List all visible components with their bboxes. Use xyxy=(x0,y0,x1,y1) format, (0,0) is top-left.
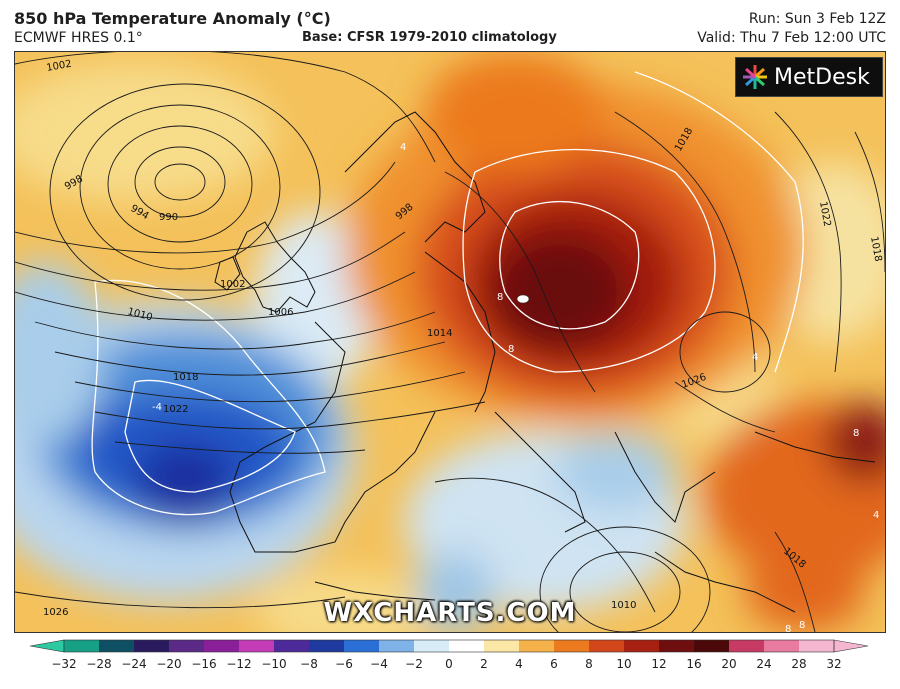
anomaly-labels: 4 -4 8 8 4 8 4 8 8 xyxy=(152,142,879,633)
colorbar-segment xyxy=(99,640,135,652)
colorbar-tick-label: −4 xyxy=(370,657,388,671)
coastlines xyxy=(214,111,876,613)
colorbar-segment xyxy=(729,640,765,652)
anomaly-label: 4 xyxy=(400,142,406,153)
anomaly-label: 8 xyxy=(497,292,503,303)
isobar-label: 990 xyxy=(159,212,178,223)
metdesk-logo-text: MetDesk xyxy=(774,64,870,90)
colorbar-segment xyxy=(134,640,170,652)
colorbar-segment xyxy=(239,640,275,652)
colorbar-tick-label: 10 xyxy=(616,657,632,671)
wxcharts-watermark: WXCHARTS.COM xyxy=(323,598,577,628)
anomaly-label: 8 xyxy=(785,624,791,633)
colorbar-tick-label: −2 xyxy=(405,657,423,671)
colorbar-segment xyxy=(659,640,695,652)
colorbar-tick-label: −28 xyxy=(86,657,112,671)
colorbar-segment xyxy=(309,640,345,652)
isobar-label: 1018 xyxy=(173,372,198,383)
anomaly-label: 4 xyxy=(873,510,879,521)
colorbar-segment xyxy=(554,640,590,652)
colorbar-segment xyxy=(799,640,835,652)
anomaly-map: 1002 998 994 990 1002 1006 1010 1018 102… xyxy=(14,51,886,633)
anomaly-label: 8 xyxy=(799,620,805,631)
isobar-label: 1026 xyxy=(43,607,68,618)
colorbar-segment xyxy=(169,640,205,652)
anomaly-label: 8 xyxy=(853,428,859,439)
isobars xyxy=(15,52,885,632)
colorbar-tick-label: −8 xyxy=(300,657,318,671)
anomaly-label: 4 xyxy=(752,352,758,363)
run-time-label: Run: Sun 3 Feb 12Z xyxy=(748,11,886,27)
isobar-label: 1014 xyxy=(427,328,452,339)
colorbar-segment xyxy=(64,640,100,652)
anomaly-contours xyxy=(91,71,804,516)
colorbar-segment xyxy=(274,640,310,652)
colorbar-tick-label: 32 xyxy=(826,657,842,671)
colorbar-segment xyxy=(414,640,450,652)
colorbar xyxy=(29,639,869,653)
anomaly-label: 8 xyxy=(508,344,514,355)
isobar-label: 1022 xyxy=(163,404,188,415)
colorbar-tick-label: 20 xyxy=(721,657,737,671)
anomaly-max-marker xyxy=(516,294,530,304)
isobar-label: 1022 xyxy=(817,201,832,228)
colorbar-tick-label: −6 xyxy=(335,657,353,671)
colorbar-tick-label: 16 xyxy=(686,657,702,671)
colorbar-tick-label: 0 xyxy=(445,657,453,671)
isobar-label: 1002 xyxy=(220,279,245,290)
colorbar-tick-label: 2 xyxy=(480,657,488,671)
colorbar-tick-label: 4 xyxy=(515,657,523,671)
colorbar-tick-label: 6 xyxy=(550,657,558,671)
colorbar-segment xyxy=(379,640,415,652)
colorbar-tick-label: 28 xyxy=(791,657,807,671)
map-title: 850 hPa Temperature Anomaly (°C) xyxy=(14,9,331,28)
model-label: ECMWF HRES 0.1° xyxy=(14,30,143,46)
colorbar-segment xyxy=(519,640,555,652)
colorbar-segment xyxy=(624,640,660,652)
anomaly-label: -4 xyxy=(152,402,162,413)
colorbar-segment xyxy=(764,640,800,652)
colorbar-segment xyxy=(589,640,625,652)
colorbar-segment xyxy=(484,640,520,652)
anomaly-field xyxy=(15,52,885,632)
metdesk-burst-icon xyxy=(743,65,767,89)
colorbar-tick-label: −24 xyxy=(121,657,147,671)
colorbar-border xyxy=(63,639,835,653)
colorbar-labels: −32 −28 −24 −20 −16 −12 −10 −8 −6 −4 −2 0 2 4 6 8 10 12 16… xyxy=(0,657,900,681)
valid-time-label: Valid: Thu 7 Feb 12:00 UTC xyxy=(697,30,886,46)
colorbar-segment xyxy=(344,640,380,652)
isobar-label: 1018 xyxy=(868,236,883,263)
colorbar-tick-label: 8 xyxy=(585,657,593,671)
colorbar-segment xyxy=(694,640,730,652)
colorbar-tick-label: −20 xyxy=(156,657,182,671)
colorbar-tick-label: −12 xyxy=(226,657,252,671)
colorbar-segment xyxy=(449,640,485,652)
colorbar-max-arrow xyxy=(833,639,869,653)
colorbar-tick-label: −10 xyxy=(261,657,287,671)
isobar-label: 1002 xyxy=(46,59,73,74)
colorbar-tick-label: −16 xyxy=(191,657,217,671)
metdesk-logo: MetDesk xyxy=(735,57,883,97)
colorbar-tick-label: 24 xyxy=(756,657,772,671)
colorbar-tick-label: 12 xyxy=(651,657,667,671)
colorbar-tick-label: −32 xyxy=(51,657,77,671)
map-canvas: 1002 998 994 990 1002 1006 1010 1018 102… xyxy=(15,52,885,633)
isobar-label: 1010 xyxy=(611,600,636,611)
colorbar-min-arrow xyxy=(29,639,65,653)
isobar-label: 1006 xyxy=(268,307,293,318)
base-climatology-label: Base: CFSR 1979-2010 climatology xyxy=(302,30,557,45)
colorbar-segment xyxy=(204,640,240,652)
